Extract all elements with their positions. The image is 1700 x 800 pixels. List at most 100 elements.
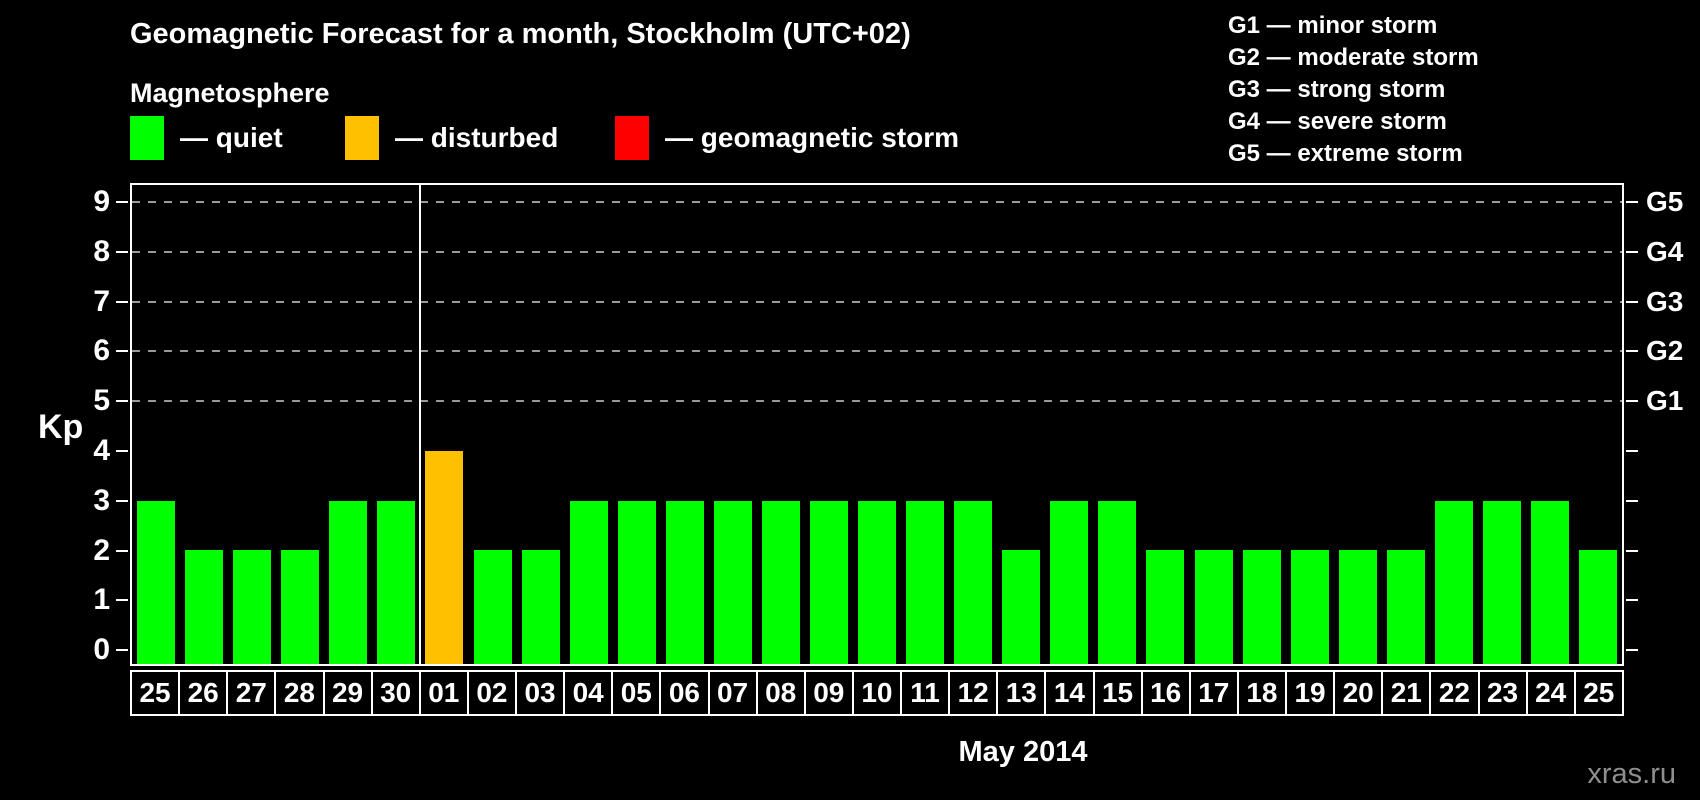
storm-scale-legend: G1 — minor storm G2 — moderate storm G3 …: [1228, 10, 1479, 170]
left-tick-kp6: [116, 350, 128, 353]
day-label-18: 18: [1236, 672, 1285, 714]
legend-label-quiet: — quiet: [180, 122, 283, 153]
left-tick-kp1: [116, 599, 128, 602]
y-tick-label-0: 0: [93, 633, 110, 667]
right-axis-label-g5: G5: [1646, 186, 1684, 217]
y-tick-label-5: 5: [93, 384, 110, 418]
kp-bar-day-02: [473, 550, 512, 664]
day-label-22: 22: [1429, 672, 1477, 714]
y-axis-label-kp: Kp: [38, 408, 84, 446]
y-tick-label-9: 9: [93, 185, 110, 218]
right-axis-label-g2: G2: [1646, 335, 1684, 367]
kp-bar-day-17: [1194, 550, 1233, 664]
kp-bar-day-08: [761, 500, 800, 664]
kp-bar-day-24: [1530, 500, 1569, 664]
y-tick-label-7: 7: [93, 284, 110, 318]
kp-bar-day-22: [1434, 500, 1473, 664]
grid-line-kp8: [132, 250, 1622, 253]
kp-bar-day-10: [858, 500, 896, 664]
grid-line-kp9: [132, 201, 1622, 203]
grid-line-kp5: [132, 400, 1622, 403]
day-label-28: 28: [274, 672, 322, 714]
kp-bar-day-18: [1242, 550, 1281, 664]
legend-item-quiet: — quiet: [130, 114, 283, 162]
left-tick-kp3: [116, 499, 128, 502]
storm-scale-legend-item-g5: G5 — extreme storm: [1228, 140, 1463, 167]
kp-bar-day-13: [1002, 550, 1041, 664]
chart-subtitle: Magnetosphere: [130, 78, 330, 108]
kp-bar-day-07: [713, 500, 752, 664]
kp-bar-day-26: [185, 550, 224, 664]
right-tick-kp7: [1626, 300, 1638, 303]
right-axis-label-g1: G1: [1646, 385, 1684, 417]
month-separator: [419, 185, 422, 664]
day-label-24: 24: [1525, 672, 1574, 714]
day-label-06: 06: [659, 672, 707, 714]
kp-bar-day-05: [617, 500, 656, 664]
plot-area: [130, 183, 1624, 666]
day-label-03: 03: [515, 672, 563, 714]
y-tick-label-3: 3: [93, 483, 110, 517]
right-tick-kp0: [1626, 649, 1638, 652]
grid-line-kp6: [132, 350, 1622, 353]
right-tick-kp3: [1626, 499, 1638, 502]
grid-line-kp7: [132, 300, 1622, 303]
kp-bar-day-30: [377, 500, 416, 664]
day-label-20: 20: [1333, 672, 1381, 714]
day-label-01: 01: [418, 672, 467, 714]
day-label-16: 16: [1140, 672, 1189, 714]
kp-bar-day-25: [1579, 550, 1617, 664]
day-label-07: 07: [707, 672, 756, 714]
day-label-08: 08: [755, 672, 804, 714]
left-tick-kp5: [116, 400, 128, 403]
left-tick-kp2: [116, 549, 128, 552]
kp-bar-day-03: [521, 550, 560, 664]
kp-bar-day-12: [954, 500, 993, 664]
day-label-21: 21: [1381, 672, 1429, 714]
storm-scale-legend-item-g3: G3 — strong storm: [1228, 76, 1446, 103]
chart-title: Geomagnetic Forecast for a month, Stockh…: [130, 18, 911, 50]
day-label-12: 12: [948, 672, 996, 714]
kp-bar-day-09: [809, 500, 848, 664]
day-label-13: 13: [996, 672, 1044, 714]
x-axis-title: May 2014: [958, 736, 1088, 768]
day-label-23: 23: [1477, 672, 1526, 714]
kp-bar-day-29: [329, 500, 368, 664]
right-tick-kp2: [1626, 549, 1638, 552]
right-axis-label-g4: G4: [1646, 235, 1684, 267]
kp-bar-day-21: [1386, 550, 1425, 664]
kp-bar-day-15: [1098, 500, 1137, 664]
left-tick-kp7: [116, 300, 128, 303]
kp-bar-day-14: [1050, 500, 1089, 664]
kp-bar-day-01: [425, 450, 464, 664]
kp-bar-day-23: [1482, 500, 1521, 664]
plot-inner: [132, 185, 1622, 664]
right-tick-kp9: [1626, 201, 1638, 203]
day-label-04: 04: [563, 672, 611, 714]
day-label-17: 17: [1188, 672, 1237, 714]
right-tick-kp1: [1626, 599, 1638, 602]
kp-bar-day-11: [906, 500, 945, 664]
left-tick-kp0: [116, 649, 128, 652]
left-tick-kp8: [116, 250, 128, 253]
day-label-26: 26: [178, 672, 226, 714]
day-label-10: 10: [851, 672, 900, 714]
kp-bar-day-20: [1338, 550, 1377, 664]
kp-bar-day-19: [1290, 550, 1329, 664]
y-tick-label-4: 4: [93, 434, 110, 467]
legend-label-storm: — geomagnetic storm: [665, 122, 960, 153]
day-label-14: 14: [1044, 672, 1092, 714]
right-tick-kp8: [1626, 250, 1638, 253]
disturbed-color-swatch: [345, 116, 379, 160]
storm-color-swatch: [615, 116, 649, 160]
x-axis-day-band: 25 26 27 28 29 30 01 02 03 04 05 06 07 08 09 10 11 12 13 14…: [130, 670, 1624, 716]
y-tick-label-8: 8: [93, 234, 110, 268]
day-label-30: 30: [370, 672, 419, 714]
day-label-27: 27: [226, 672, 274, 714]
day-label-29: 29: [322, 672, 371, 714]
kp-bar-day-04: [569, 500, 608, 664]
day-label-25: 25: [139, 677, 171, 708]
day-label-09: 09: [803, 672, 852, 714]
storm-scale-legend-item-g2: G2 — moderate storm: [1228, 44, 1479, 71]
